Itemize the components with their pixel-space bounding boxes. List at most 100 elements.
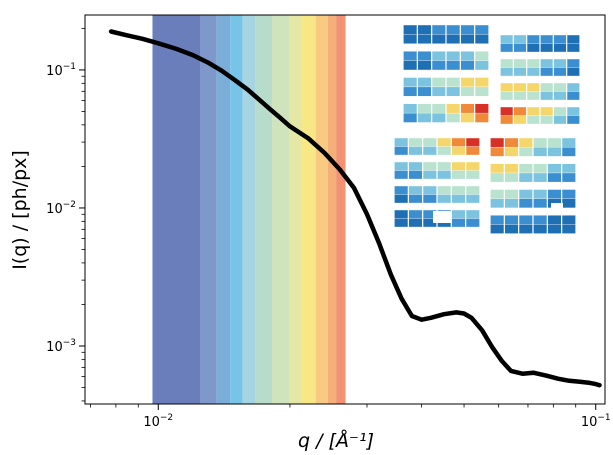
detector-tile bbox=[451, 210, 466, 219]
detector-tile bbox=[519, 138, 533, 147]
detector-tile bbox=[490, 147, 504, 157]
detector-tile bbox=[408, 138, 423, 147]
detector-tile bbox=[567, 83, 580, 92]
detector-tile bbox=[437, 170, 451, 179]
detector-tile bbox=[417, 51, 432, 61]
detector-tile bbox=[417, 87, 432, 97]
detector-gap bbox=[433, 211, 451, 223]
detector-quadrant-1 bbox=[500, 35, 580, 124]
detector-tile bbox=[504, 189, 519, 199]
detector-tile bbox=[403, 87, 417, 97]
detector-tile bbox=[513, 91, 527, 100]
x-axis-label: q / [Å⁻¹] bbox=[298, 429, 374, 452]
detector-tile bbox=[432, 51, 446, 61]
detector-tile bbox=[519, 224, 533, 234]
detector-quadrant-3 bbox=[490, 138, 576, 234]
detector-inset-image bbox=[394, 25, 580, 234]
detector-tile bbox=[527, 43, 540, 52]
detector-tile bbox=[466, 162, 480, 171]
detector-tile bbox=[547, 138, 562, 147]
detector-tile bbox=[408, 218, 423, 227]
detector-tile bbox=[446, 25, 460, 35]
detector-tile bbox=[408, 162, 423, 171]
y-tick-label: 10−2 bbox=[46, 200, 76, 217]
detector-tile bbox=[394, 138, 408, 147]
detector-tile bbox=[490, 224, 504, 234]
detector-tile bbox=[553, 91, 567, 100]
detector-tile bbox=[519, 173, 533, 182]
detector-tile bbox=[423, 186, 437, 195]
detector-tile bbox=[500, 91, 513, 100]
detector-tile bbox=[446, 77, 460, 87]
detector-tile bbox=[466, 218, 480, 227]
detector-tile bbox=[513, 59, 527, 68]
detector-tile bbox=[513, 67, 527, 76]
detector-tile bbox=[553, 67, 567, 76]
detector-tile bbox=[553, 107, 567, 116]
detector-tile bbox=[504, 224, 519, 234]
detector-tile bbox=[408, 194, 423, 203]
detector-tile bbox=[403, 103, 417, 113]
detector-tile bbox=[504, 198, 519, 208]
detector-tile bbox=[490, 189, 504, 199]
detector-tile bbox=[513, 35, 527, 44]
detector-tile bbox=[408, 210, 423, 219]
detector-tile bbox=[423, 162, 437, 171]
detector-quadrant-2 bbox=[394, 138, 480, 227]
detector-tile bbox=[432, 34, 446, 44]
x-tick-label: 10−2 bbox=[143, 413, 173, 430]
detector-tile bbox=[437, 186, 451, 195]
detector-tile bbox=[553, 43, 567, 52]
detector-tile bbox=[519, 198, 533, 208]
detector-tile bbox=[417, 77, 432, 87]
detector-tile bbox=[540, 91, 553, 100]
detector-tile bbox=[394, 210, 408, 219]
detector-tile bbox=[451, 218, 466, 227]
detector-tile bbox=[451, 170, 466, 179]
detector-tile bbox=[437, 138, 451, 147]
detector-tile bbox=[500, 35, 513, 44]
detector-tile bbox=[527, 115, 540, 124]
detector-tile bbox=[567, 115, 580, 124]
detector-tile bbox=[466, 210, 480, 219]
detector-tile bbox=[504, 138, 519, 147]
detector-tile bbox=[460, 34, 475, 44]
detector-gap bbox=[551, 203, 563, 215]
detector-tile bbox=[460, 25, 475, 35]
detector-tile bbox=[490, 215, 504, 225]
detector-tile bbox=[466, 170, 480, 179]
detector-tile bbox=[540, 43, 553, 52]
detector-tile bbox=[417, 103, 432, 113]
detector-tile bbox=[533, 147, 547, 157]
detector-tile bbox=[527, 91, 540, 100]
detector-tile bbox=[446, 103, 460, 113]
detector-tile bbox=[490, 138, 504, 147]
detector-tile bbox=[540, 35, 553, 44]
y-tick-label: 10−3 bbox=[46, 338, 76, 355]
detector-tile bbox=[408, 146, 423, 155]
detector-tile bbox=[394, 162, 408, 171]
plot-frame bbox=[84, 14, 606, 405]
detector-tile bbox=[513, 107, 527, 116]
series-line-0 bbox=[108, 29, 602, 388]
detector-tile bbox=[460, 113, 475, 123]
detector-tile bbox=[451, 138, 466, 147]
detector-tile bbox=[446, 60, 460, 70]
detector-tile bbox=[533, 163, 547, 173]
detector-tile bbox=[403, 60, 417, 70]
detector-tile bbox=[533, 224, 547, 234]
detector-tile bbox=[553, 59, 567, 68]
detector-tile bbox=[504, 173, 519, 182]
detector-tile bbox=[451, 162, 466, 171]
q-band-6 bbox=[272, 15, 290, 404]
q-band-7 bbox=[289, 15, 302, 404]
detector-tile bbox=[562, 189, 576, 199]
detector-tile bbox=[533, 215, 547, 225]
detector-tile bbox=[403, 34, 417, 44]
q-band-3 bbox=[230, 15, 243, 404]
detector-tile bbox=[408, 170, 423, 179]
detector-tile bbox=[504, 147, 519, 157]
detector-tile bbox=[500, 67, 513, 76]
detector-tile bbox=[437, 194, 451, 203]
detector-tile bbox=[540, 115, 553, 124]
